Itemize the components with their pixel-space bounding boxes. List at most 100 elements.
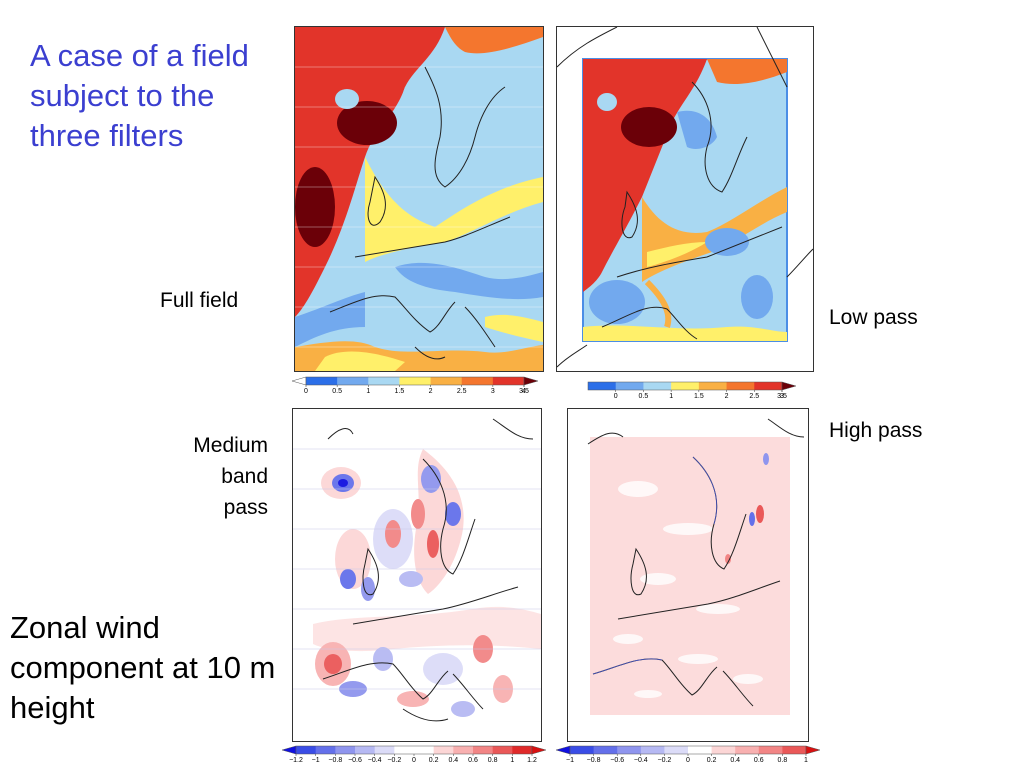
colorbar-tick-label: 0 <box>304 388 308 395</box>
colorbar-segment <box>615 382 644 390</box>
colorbar-tick-label: 1 <box>804 757 808 764</box>
colorbar-segment <box>698 382 728 390</box>
colorbar-tick-label: 0.5 <box>332 388 342 395</box>
map-medium-band-pass <box>292 408 542 742</box>
colorbar-tick-label: 0.4 <box>730 757 740 764</box>
colorbar-arrow-left <box>556 745 571 755</box>
label-medium-line3: pass <box>223 496 268 519</box>
label-low-pass: Low pass <box>829 306 918 329</box>
colorbar-segment <box>640 746 665 754</box>
colorbar-segment <box>726 382 755 390</box>
colorbar-tick-label: 1.5 <box>395 388 405 395</box>
colorbar-segment <box>453 746 474 754</box>
colorbar-segment <box>315 746 336 754</box>
colorbar-arrow-right <box>531 745 547 755</box>
colorbar-tick-label: 4 <box>522 388 526 395</box>
map-low-pass <box>556 26 814 372</box>
colorbar-segment <box>671 382 700 390</box>
colorbar-tick-label: 0.6 <box>754 757 764 764</box>
colorbar-tick-label: −0.8 <box>587 757 601 764</box>
colorbar-tick-label: −0.8 <box>328 757 342 764</box>
colorbar-segment <box>337 377 369 385</box>
colorbar-arrow-left <box>291 376 307 386</box>
label-medium-line1: Medium <box>193 434 268 457</box>
colorbar-arrow-right <box>523 376 539 386</box>
colorbar-tick-label: 0.2 <box>707 757 717 764</box>
colorbar-tick-label: 3.5 <box>777 393 787 400</box>
map-low-pass-graphic <box>557 27 813 371</box>
colorbar-tick-label: 0.4 <box>448 757 458 764</box>
colorbar-tick-label: −0.2 <box>387 757 401 764</box>
colorbar-segment <box>399 377 432 385</box>
colorbar-segment <box>473 746 494 754</box>
colorbar-segment <box>711 746 736 754</box>
colorbar-segment <box>306 377 338 385</box>
colorbar-tick-label: 0.8 <box>778 757 788 764</box>
label-full-field: Full field <box>160 289 239 312</box>
colorbar-segment <box>758 746 783 754</box>
colorbar-medium-band-pass: −1.2 −1 −0.8 −0.6 −0.4 −0.2 0 0.2 0.4 0.6 0.8 1 1.2 <box>282 745 547 764</box>
map-high-pass <box>567 408 809 742</box>
colorbar-segment <box>588 382 617 390</box>
colorbar-tick-label: 2.5 <box>457 388 467 395</box>
colorbar-tick-label: 3 <box>780 393 784 400</box>
colorbar-tick-label: 2 <box>429 388 433 395</box>
label-medium-line2: band <box>221 465 268 488</box>
map-full-field-graphic <box>295 27 543 371</box>
colorbar-segment <box>735 746 760 754</box>
colorbar-arrow-left <box>282 745 297 755</box>
colorbar-high-pass: −1 −0.8 −0.6 −0.4 −0.2 0 0.2 0.4 0.6 0.8 1 <box>556 745 821 764</box>
colorbar-segment <box>643 382 672 390</box>
colorbar-tick-label: −0.4 <box>368 757 382 764</box>
colorbar-low-pass: 0 0.5 1 1.5 2 2.5 33.5 <box>587 381 797 400</box>
colorbar-tick-label: 1.5 <box>694 393 704 400</box>
colorbar-tick-label: −0.2 <box>657 757 671 764</box>
colorbar-segment <box>355 746 376 754</box>
colorbar-segment <box>512 746 533 754</box>
colorbar-segment <box>414 746 435 754</box>
colorbar-tick-label: 0.5 <box>639 393 649 400</box>
colorbar-tick-label: 2 <box>725 393 729 400</box>
colorbar-segment <box>394 746 415 754</box>
colorbar-tick-label: 2.5 <box>749 393 759 400</box>
colorbar-segment <box>374 746 395 754</box>
colorbar-tick-label: 3.5 <box>519 388 529 395</box>
colorbar-segment <box>492 746 513 754</box>
colorbar-tick-label: −1 <box>566 757 574 764</box>
colorbar-tick-label: −0.6 <box>610 757 624 764</box>
colorbar-tick-label: 0 <box>412 757 416 764</box>
colorbar-tick-label: −1 <box>312 757 320 764</box>
colorbar-segment <box>688 746 713 754</box>
colorbar-segment <box>430 377 463 385</box>
map-medium-band-pass-graphic <box>293 409 541 741</box>
colorbar-segment <box>335 746 356 754</box>
colorbar-tick-label: 0.8 <box>488 757 498 764</box>
colorbar-segment <box>617 746 642 754</box>
colorbar-tick-label: 0 <box>686 757 690 764</box>
colorbar-segment <box>754 382 783 390</box>
slide-title: A case of a field subject to the three f… <box>30 38 249 153</box>
label-high-pass: High pass <box>829 419 923 442</box>
colorbar-segment <box>433 746 454 754</box>
colorbar-tick-label: −0.6 <box>348 757 362 764</box>
colorbar-segment <box>664 746 689 754</box>
colorbar-full-field: 0 0.5 1 1.5 2 2.5 3 3.54 <box>291 376 539 395</box>
colorbar-segment <box>782 746 807 754</box>
colorbar-tick-label: −1.2 <box>289 757 303 764</box>
label-medium-band-pass: Medium band pass <box>160 430 268 523</box>
colorbar-arrow-right <box>781 381 797 391</box>
colorbar-tick-label: 0 <box>614 393 618 400</box>
map-high-pass-graphic <box>568 409 808 741</box>
colorbar-segment <box>368 377 400 385</box>
colorbar-tick-label: −0.4 <box>634 757 648 764</box>
colorbar-tick-label: 3 <box>491 388 495 395</box>
colorbar-segment <box>296 746 317 754</box>
colorbar-segment <box>570 746 595 754</box>
colorbar-tick-label: 1 <box>669 393 673 400</box>
colorbar-segment <box>593 746 618 754</box>
colorbar-tick-label: 1.2 <box>527 757 537 764</box>
colorbar-tick-label: 0.2 <box>429 757 439 764</box>
colorbar-arrow-right <box>805 745 821 755</box>
colorbar-tick-label: 0.6 <box>468 757 478 764</box>
colorbar-segment <box>492 377 525 385</box>
